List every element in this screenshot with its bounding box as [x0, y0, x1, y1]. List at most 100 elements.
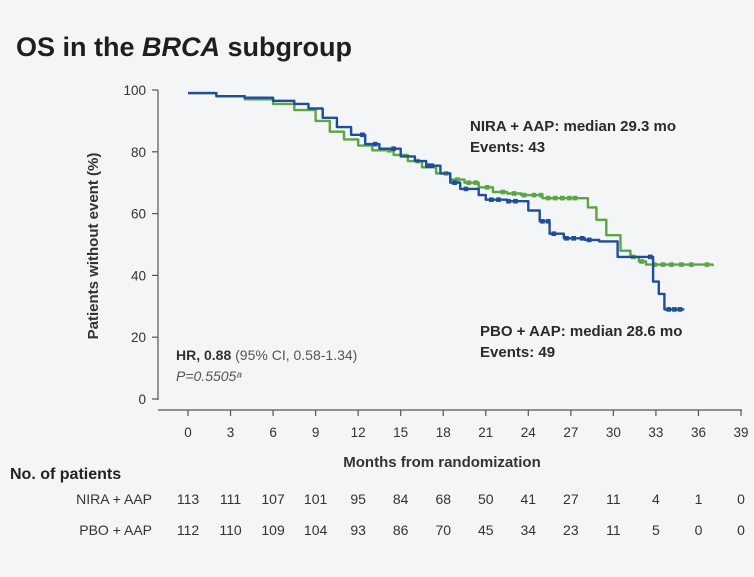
x-tick-label: 24: [521, 425, 537, 440]
censor-mark-pbo-aap: [521, 192, 527, 198]
x-tick-label: 27: [563, 425, 578, 440]
x-tick-label: 30: [606, 425, 621, 440]
censor-mark-pbo-aap: [572, 195, 578, 201]
censor-mark-nira-aap: [489, 197, 494, 202]
y-tick-label: 20: [131, 330, 146, 345]
x-tick-label: 15: [393, 425, 408, 440]
censor-mark-nira-aap: [463, 186, 469, 192]
risk-cell: 111: [220, 491, 241, 507]
risk-cell: 101: [304, 491, 328, 507]
x-tick-label: 36: [691, 425, 706, 440]
censor-mark-pbo-aap: [466, 180, 472, 185]
x-axis-label: Months from randomization: [343, 454, 541, 471]
y-ticks: 0 20 40 60 80 100: [123, 83, 158, 407]
p-value: P=0.5505ᵃ: [176, 368, 242, 384]
risk-cell: 5: [652, 522, 660, 538]
y-axis-label: Patients without event (%): [85, 153, 102, 340]
censor-mark-pbo-aap: [689, 262, 694, 267]
risk-row-label: NIRA + AAP: [76, 491, 152, 507]
risk-cell: 27: [563, 491, 579, 507]
risk-cell: 4: [652, 491, 660, 507]
x-tick-label: 18: [436, 425, 451, 440]
x-tick-label: 12: [351, 425, 366, 440]
censor-mark-nira-aap: [372, 141, 378, 147]
censor-mark-nira-aap: [429, 163, 435, 168]
censor-mark-pbo-aap: [545, 195, 551, 201]
censor-mark-nira-aap: [571, 236, 576, 241]
risk-row-label: PBO + AAP: [79, 522, 152, 538]
censor-mark-nira-aap: [506, 198, 511, 204]
censor-mark-pbo-aap: [660, 262, 666, 267]
risk-cell: 112: [177, 522, 200, 538]
censor-mark-pbo-aap: [531, 192, 537, 198]
censor-mark-pbo-aap: [552, 195, 558, 201]
x-tick-label: 3: [227, 425, 235, 440]
risk-cell: 34: [521, 522, 537, 538]
risk-cell: 0: [737, 491, 745, 507]
censor-mark-pbo-aap: [567, 195, 572, 201]
censor-mark-nira-aap: [677, 307, 683, 312]
risk-cell: 11: [606, 522, 621, 538]
series-group: [188, 91, 714, 312]
risk-cell: 23: [563, 522, 579, 538]
censor-mark-pbo-aap: [511, 191, 517, 196]
risk-cell: 84: [393, 491, 409, 507]
censor-mark-nira-aap: [666, 307, 671, 312]
risk-cell: 113: [177, 491, 200, 507]
censor-mark-nira-aap: [391, 146, 396, 151]
censor-mark-pbo-aap: [473, 180, 479, 185]
series-line-nira-aap: [188, 91, 685, 311]
censor-mark-nira-aap: [540, 219, 545, 224]
censor-mark-pbo-aap: [669, 262, 674, 267]
risk-cell: 68: [435, 491, 451, 507]
censor-mark-pbo-aap: [560, 195, 565, 201]
title-post: subgroup: [220, 32, 352, 62]
censor-mark-nira-aap: [579, 236, 585, 241]
censor-mark-pbo-aap: [387, 148, 392, 153]
risk-cell: 45: [478, 522, 494, 538]
risk-cell: 86: [393, 522, 409, 538]
title-italic: BRCA: [142, 32, 220, 62]
nira-events-label: Events: 43: [470, 139, 545, 156]
y-tick-label: 80: [131, 145, 146, 160]
censor-mark-nira-aap: [496, 197, 501, 202]
x-tick-label: 0: [184, 425, 192, 440]
axes: [157, 90, 742, 411]
censor-mark-pbo-aap: [704, 262, 710, 267]
y-tick-label: 0: [138, 392, 146, 407]
y-tick-label: 40: [131, 268, 146, 283]
risk-cell: 110: [219, 522, 242, 538]
censor-mark-pbo-aap: [538, 192, 544, 198]
y-tick-label: 60: [131, 207, 146, 222]
censor-mark-pbo-aap: [455, 177, 460, 182]
risk-cell: 95: [350, 491, 366, 507]
x-tick-label: 9: [312, 425, 320, 440]
risk-cell: 41: [521, 491, 537, 507]
pbo-median-label: PBO + AAP: median 28.6 mo: [480, 323, 682, 340]
risk-cell: 0: [737, 522, 745, 538]
risk-cell: 1: [695, 491, 703, 507]
nira-median-label: NIRA + AAP: median 29.3 mo: [470, 118, 676, 135]
x-tick-label: 33: [648, 425, 663, 440]
censor-mark-pbo-aap: [652, 262, 657, 267]
hr-bold: HR, 0.88: [176, 347, 231, 363]
censor-mark-pbo-aap: [679, 262, 684, 267]
chart-title: OS in the BRCA subgroup: [16, 32, 352, 62]
risk-cell: 109: [261, 522, 285, 538]
censor-mark-nira-aap: [360, 132, 365, 138]
censor-mark-nira-aap: [587, 237, 592, 243]
censor-mark-nira-aap: [452, 180, 457, 185]
risk-cell: 93: [350, 522, 366, 538]
risk-cell: 50: [478, 491, 494, 507]
hazard-ratio: HR, 0.88 (95% CI, 0.58-1.34): [176, 347, 357, 363]
pbo-events-label: Events: 49: [480, 344, 555, 361]
censor-mark-nira-aap: [425, 163, 430, 168]
series-line-pbo-aap: [188, 91, 714, 267]
x-ticks: 0 3 6 9 12 15 18 21 24 27 30 33 36 39: [184, 410, 749, 440]
y-tick-label: 100: [123, 83, 146, 98]
x-tick-label: 21: [478, 425, 493, 440]
censor-mark-nira-aap: [513, 198, 518, 204]
title-pre: OS in the: [16, 32, 142, 62]
risk-cell: 104: [304, 522, 328, 538]
